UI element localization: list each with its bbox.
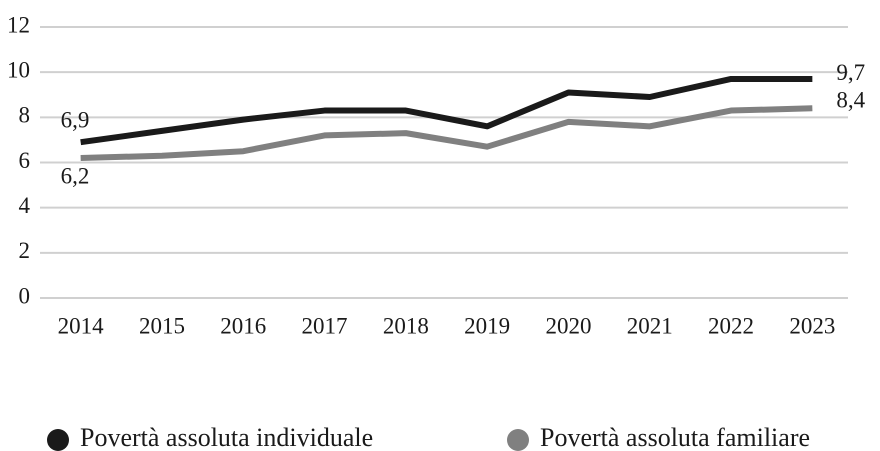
x-tick-label: 2023 <box>789 313 835 338</box>
legend-marker <box>47 429 69 451</box>
x-tick-label: 2014 <box>58 313 105 338</box>
y-tick-label: 4 <box>19 193 31 218</box>
data-label: 6,9 <box>61 107 90 132</box>
x-tick-label: 2020 <box>545 313 591 338</box>
x-tick-label: 2016 <box>220 313 266 338</box>
legend-label: Povertà assoluta individuale <box>80 423 373 451</box>
x-tick-label: 2021 <box>627 313 673 338</box>
x-tick-label: 2015 <box>139 313 185 338</box>
data-label: 6,2 <box>61 163 90 188</box>
y-tick-label: 12 <box>7 12 30 37</box>
y-tick-label: 0 <box>19 283 31 308</box>
y-tick-label: 8 <box>19 103 31 128</box>
y-tick-label: 2 <box>19 238 31 263</box>
x-tick-label: 2018 <box>383 313 429 338</box>
x-tick-label: 2019 <box>464 313 510 338</box>
x-tick-label: 2017 <box>302 313 348 338</box>
y-tick-label: 10 <box>7 57 30 82</box>
y-tick-label: 6 <box>19 148 31 173</box>
legend-label: Povertà assoluta familiare <box>540 423 810 451</box>
data-label: 9,7 <box>836 60 865 85</box>
series-line <box>80 105 813 161</box>
data-label: 8,4 <box>836 88 865 113</box>
series-line <box>80 75 813 146</box>
x-tick-label: 2022 <box>708 313 754 338</box>
legend-marker <box>507 429 529 451</box>
